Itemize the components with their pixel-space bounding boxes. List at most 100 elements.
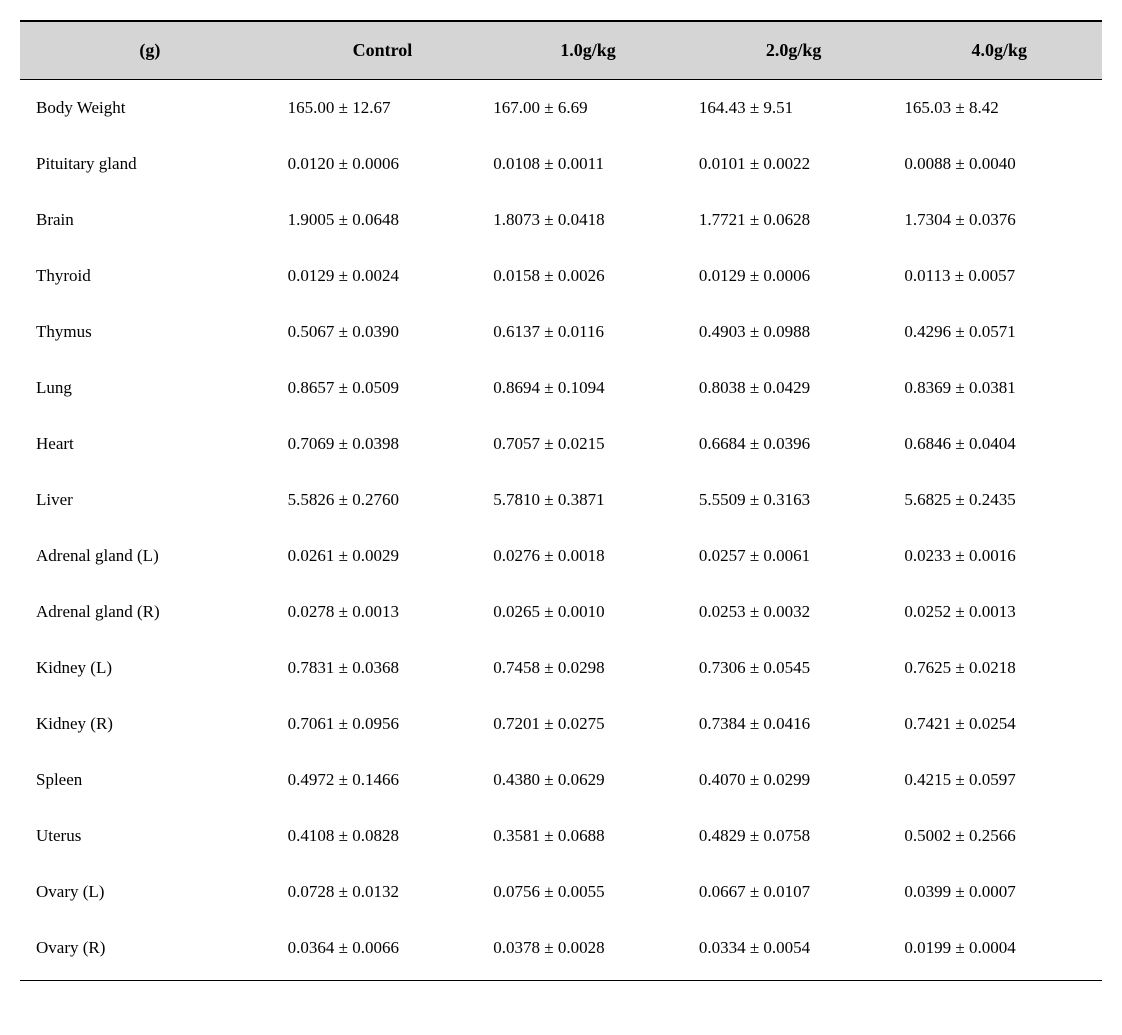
value-cell: 0.5067 ± 0.0390 [280, 304, 486, 360]
value-cell: 0.7057 ± 0.0215 [485, 416, 691, 472]
value-cell: 0.4380 ± 0.0629 [485, 752, 691, 808]
value-cell: 5.6825 ± 0.2435 [896, 472, 1102, 528]
value-cell: 0.7069 ± 0.0398 [280, 416, 486, 472]
value-cell: 0.0261 ± 0.0029 [280, 528, 486, 584]
value-cell: 0.4070 ± 0.0299 [691, 752, 897, 808]
value-cell: 0.0265 ± 0.0010 [485, 584, 691, 640]
value-cell: 165.03 ± 8.42 [896, 80, 1102, 137]
table-row: Uterus0.4108 ± 0.08280.3581 ± 0.06880.48… [20, 808, 1102, 864]
value-cell: 0.3581 ± 0.0688 [485, 808, 691, 864]
value-cell: 0.4215 ± 0.0597 [896, 752, 1102, 808]
value-cell: 0.4829 ± 0.0758 [691, 808, 897, 864]
value-cell: 0.4903 ± 0.0988 [691, 304, 897, 360]
value-cell: 167.00 ± 6.69 [485, 80, 691, 137]
value-cell: 0.7458 ± 0.0298 [485, 640, 691, 696]
organ-label: Uterus [20, 808, 280, 864]
value-cell: 0.0088 ± 0.0040 [896, 136, 1102, 192]
organ-label: Adrenal gland (R) [20, 584, 280, 640]
header-dose-1: 1.0g/kg [485, 21, 691, 80]
table-row: Lung0.8657 ± 0.05090.8694 ± 0.10940.8038… [20, 360, 1102, 416]
value-cell: 0.0113 ± 0.0057 [896, 248, 1102, 304]
value-cell: 0.0334 ± 0.0054 [691, 920, 897, 981]
value-cell: 0.6684 ± 0.0396 [691, 416, 897, 472]
header-dose-2: 2.0g/kg [691, 21, 897, 80]
organ-label: Body Weight [20, 80, 280, 137]
value-cell: 0.6137 ± 0.0116 [485, 304, 691, 360]
table-row: Thyroid0.0129 ± 0.00240.0158 ± 0.00260.0… [20, 248, 1102, 304]
table-row: Kidney (L)0.7831 ± 0.03680.7458 ± 0.0298… [20, 640, 1102, 696]
value-cell: 0.0276 ± 0.0018 [485, 528, 691, 584]
value-cell: 0.7831 ± 0.0368 [280, 640, 486, 696]
value-cell: 0.7421 ± 0.0254 [896, 696, 1102, 752]
header-control: Control [280, 21, 486, 80]
value-cell: 0.7201 ± 0.0275 [485, 696, 691, 752]
organ-weight-table: (g) Control 1.0g/kg 2.0g/kg 4.0g/kg Body… [20, 20, 1102, 981]
value-cell: 0.0108 ± 0.0011 [485, 136, 691, 192]
table-row: Spleen0.4972 ± 0.14660.4380 ± 0.06290.40… [20, 752, 1102, 808]
value-cell: 0.0252 ± 0.0013 [896, 584, 1102, 640]
table-row: Adrenal gland (R)0.0278 ± 0.00130.0265 ±… [20, 584, 1102, 640]
table-row: Ovary (R)0.0364 ± 0.00660.0378 ± 0.00280… [20, 920, 1102, 981]
value-cell: 0.0158 ± 0.0026 [485, 248, 691, 304]
table-row: Ovary (L)0.0728 ± 0.01320.0756 ± 0.00550… [20, 864, 1102, 920]
value-cell: 0.0756 ± 0.0055 [485, 864, 691, 920]
value-cell: 0.0364 ± 0.0066 [280, 920, 486, 981]
table-row: Brain1.9005 ± 0.06481.8073 ± 0.04181.772… [20, 192, 1102, 248]
value-cell: 0.4108 ± 0.0828 [280, 808, 486, 864]
value-cell: 5.7810 ± 0.3871 [485, 472, 691, 528]
value-cell: 0.7384 ± 0.0416 [691, 696, 897, 752]
value-cell: 0.8038 ± 0.0429 [691, 360, 897, 416]
organ-label: Thymus [20, 304, 280, 360]
table-body: Body Weight165.00 ± 12.67167.00 ± 6.6916… [20, 80, 1102, 981]
organ-label: Thyroid [20, 248, 280, 304]
value-cell: 0.0399 ± 0.0007 [896, 864, 1102, 920]
value-cell: 0.0728 ± 0.0132 [280, 864, 486, 920]
value-cell: 0.0129 ± 0.0006 [691, 248, 897, 304]
value-cell: 5.5826 ± 0.2760 [280, 472, 486, 528]
table-row: Body Weight165.00 ± 12.67167.00 ± 6.6916… [20, 80, 1102, 137]
organ-label: Ovary (R) [20, 920, 280, 981]
header-unit: (g) [20, 21, 280, 80]
value-cell: 1.9005 ± 0.0648 [280, 192, 486, 248]
organ-label: Liver [20, 472, 280, 528]
value-cell: 0.0667 ± 0.0107 [691, 864, 897, 920]
organ-label: Ovary (L) [20, 864, 280, 920]
value-cell: 0.8657 ± 0.0509 [280, 360, 486, 416]
organ-label: Spleen [20, 752, 280, 808]
table-row: Pituitary gland0.0120 ± 0.00060.0108 ± 0… [20, 136, 1102, 192]
value-cell: 0.7306 ± 0.0545 [691, 640, 897, 696]
value-cell: 0.0120 ± 0.0006 [280, 136, 486, 192]
value-cell: 0.0278 ± 0.0013 [280, 584, 486, 640]
table-header-row: (g) Control 1.0g/kg 2.0g/kg 4.0g/kg [20, 21, 1102, 80]
table-row: Kidney (R)0.7061 ± 0.09560.7201 ± 0.0275… [20, 696, 1102, 752]
table-row: Adrenal gland (L)0.0261 ± 0.00290.0276 ±… [20, 528, 1102, 584]
value-cell: 0.7625 ± 0.0218 [896, 640, 1102, 696]
value-cell: 5.5509 ± 0.3163 [691, 472, 897, 528]
organ-label: Kidney (R) [20, 696, 280, 752]
value-cell: 0.0257 ± 0.0061 [691, 528, 897, 584]
value-cell: 0.0199 ± 0.0004 [896, 920, 1102, 981]
organ-label: Kidney (L) [20, 640, 280, 696]
value-cell: 0.5002 ± 0.2566 [896, 808, 1102, 864]
value-cell: 0.0378 ± 0.0028 [485, 920, 691, 981]
value-cell: 165.00 ± 12.67 [280, 80, 486, 137]
organ-label: Lung [20, 360, 280, 416]
table-row: Heart0.7069 ± 0.03980.7057 ± 0.02150.668… [20, 416, 1102, 472]
value-cell: 0.7061 ± 0.0956 [280, 696, 486, 752]
value-cell: 0.0129 ± 0.0024 [280, 248, 486, 304]
value-cell: 0.6846 ± 0.0404 [896, 416, 1102, 472]
value-cell: 164.43 ± 9.51 [691, 80, 897, 137]
organ-label: Heart [20, 416, 280, 472]
organ-label: Adrenal gland (L) [20, 528, 280, 584]
organ-label: Pituitary gland [20, 136, 280, 192]
value-cell: 0.0101 ± 0.0022 [691, 136, 897, 192]
value-cell: 0.8369 ± 0.0381 [896, 360, 1102, 416]
value-cell: 0.8694 ± 0.1094 [485, 360, 691, 416]
value-cell: 1.8073 ± 0.0418 [485, 192, 691, 248]
header-dose-3: 4.0g/kg [896, 21, 1102, 80]
value-cell: 1.7721 ± 0.0628 [691, 192, 897, 248]
organ-label: Brain [20, 192, 280, 248]
value-cell: 0.4972 ± 0.1466 [280, 752, 486, 808]
value-cell: 0.0233 ± 0.0016 [896, 528, 1102, 584]
value-cell: 0.0253 ± 0.0032 [691, 584, 897, 640]
